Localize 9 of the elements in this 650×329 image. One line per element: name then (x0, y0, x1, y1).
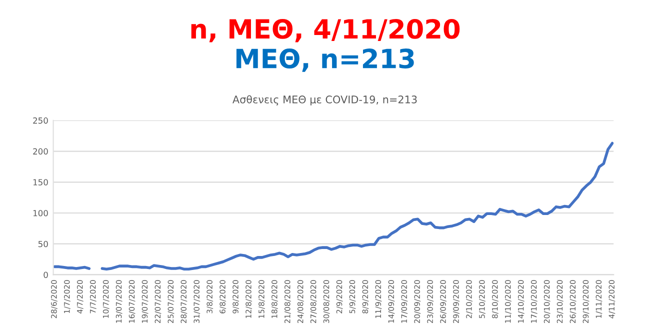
chart-title: n, ΜΕΘ, 4/11/2020 (191, 18, 460, 42)
y-tick-label: 200 (33, 148, 48, 155)
chart-subtitle: ΜΕΘ, n=213 (236, 48, 414, 72)
y-tick-label: 250 (33, 117, 48, 124)
y-tick-label: 100 (33, 210, 48, 216)
y-tick-label: 0 (44, 272, 48, 278)
text: Ασθενεις ΜΕΘ με COVID-19, n=213 (232, 95, 417, 106)
y-tick-label: 50 (38, 240, 48, 248)
y-tick-label: 150 (33, 179, 48, 186)
